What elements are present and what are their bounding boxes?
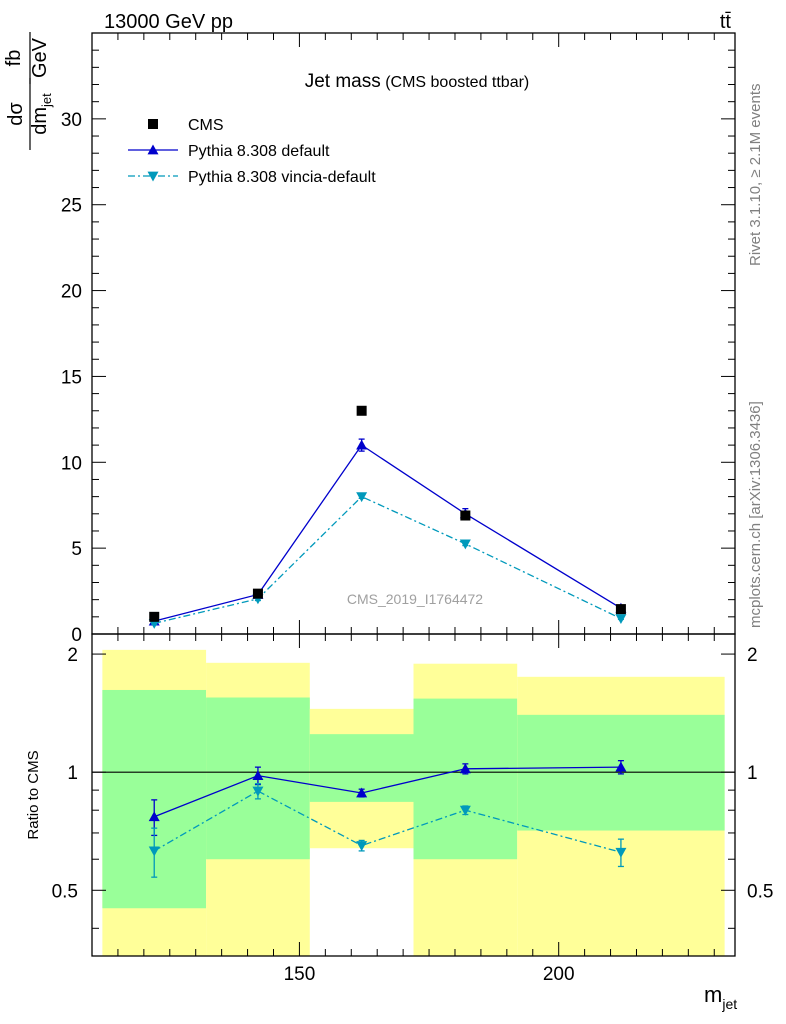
cms-data-point (149, 611, 160, 622)
ratio-pythia-default-point (356, 787, 368, 798)
ratio-plot-area (92, 759, 735, 878)
ratio-y-tick-label-right: 1 (747, 763, 758, 784)
cms-data-point (252, 588, 263, 599)
y-label-denominator: dmjet (29, 93, 54, 135)
ratio-y-tick-label: 2 (67, 645, 78, 666)
ratio-pythia-default-point (148, 811, 160, 822)
main-plot-area (148, 405, 627, 629)
ratio-pythia-default-point (615, 761, 627, 772)
rivet-version-label: Rivet 3.1.10, ≥ 2.1M events (747, 84, 764, 267)
legend-label: Pythia 8.308 vincia-default (188, 169, 376, 186)
pythia-vincia-point (459, 539, 471, 550)
ratio-pythia-vincia-point (356, 841, 368, 852)
main-y-tick-label: 25 (61, 196, 82, 217)
ratio-pythia-vincia-point (148, 846, 160, 857)
x-axis-label: mjet (704, 982, 737, 1012)
ratio-pythia-default-point (459, 763, 471, 774)
legend: CMS Pythia 8.308 default Pythia 8.308 vinc… (128, 117, 376, 186)
plot-title: Jet mass (CMS boosted ttbar) (305, 71, 530, 92)
y-label-numerator: dσ (5, 102, 27, 126)
ratio-y-tick-label-right: 2 (747, 645, 758, 666)
axes: 0 5 10 15 20 25 30 0.5 0.5 1 1 2 2 150 200 (52, 32, 773, 985)
ratio-pythia-vincia-point (252, 786, 264, 797)
legend-marker (147, 171, 159, 182)
main-y-axis-label: dσ dmjet fb GeV (3, 32, 54, 150)
main-y-tick-label: 10 (61, 453, 82, 474)
ratio-pythia-vincia-point (459, 805, 471, 816)
ratio-y-axis-label: Ratio to CMS (25, 750, 42, 839)
analysis-watermark: CMS_2019_I1764472 (347, 591, 483, 607)
ratio-pythia-vincia-point (615, 847, 627, 858)
band-inner (413, 698, 518, 860)
main-y-tick-label: 0 (71, 625, 82, 646)
ratio-pythia-default-point (252, 770, 264, 781)
mcplots-label: mcplots.cern.ch [arXiv:1306.3436] (747, 401, 764, 628)
header-left-label: 13000 GeV pp (104, 11, 233, 33)
legend-label: Pythia 8.308 default (188, 143, 330, 160)
main-y-tick-label: 5 (71, 539, 82, 560)
pythia-vincia-point (356, 492, 368, 503)
ratio-y-tick-label: 0.5 (52, 881, 78, 902)
main-y-tick-label: 15 (61, 367, 82, 388)
ratio-uncertainty-bands (102, 649, 725, 956)
header-right-label: tt̄ (720, 11, 732, 33)
x-tick-label: 150 (284, 964, 316, 985)
ratio-frame (91, 633, 736, 957)
x-tick-label: 200 (543, 964, 575, 985)
y-label-unit-denominator: GeV (29, 37, 51, 78)
pythia-vincia-line (154, 495, 622, 624)
ratio-y-tick-label: 1 (67, 763, 78, 784)
cms-data-point (615, 604, 626, 615)
ratio-y-tick-label-right: 0.5 (747, 881, 773, 902)
y-label-unit-numerator: fb (3, 50, 25, 67)
cms-data-point (460, 510, 471, 521)
pythia-default-point (356, 439, 368, 450)
legend-marker (148, 119, 158, 129)
pythia-vincia-point (615, 614, 627, 625)
legend-marker (147, 144, 159, 155)
legend-label: CMS (188, 117, 224, 134)
main-y-tick-label: 30 (61, 110, 82, 131)
cms-data-point (356, 405, 367, 416)
main-y-tick-label: 20 (61, 282, 82, 303)
